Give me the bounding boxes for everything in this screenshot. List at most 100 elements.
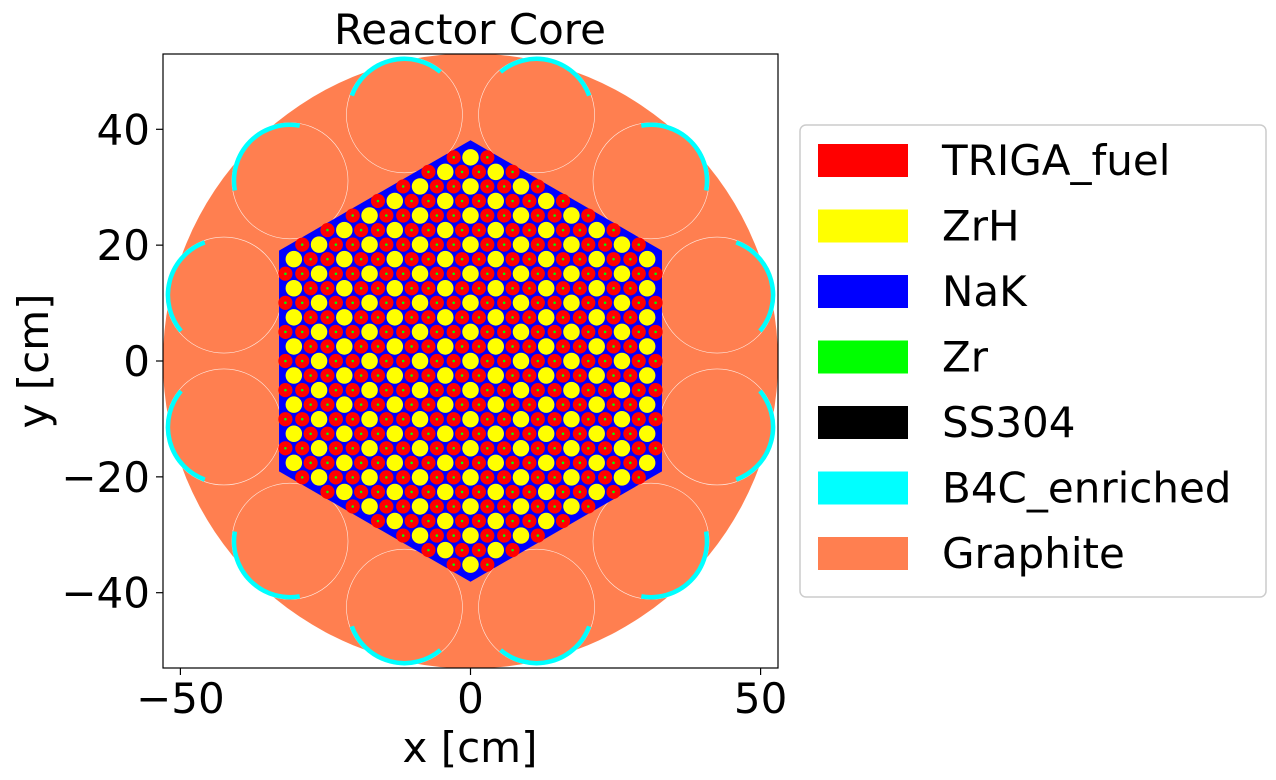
zrh-moderator-pin	[588, 367, 605, 384]
zr-rod	[561, 345, 565, 348]
b4c-absorber-arc	[231, 531, 301, 600]
zr-rod	[410, 286, 413, 290]
zrh-moderator-pin	[563, 323, 580, 341]
zrh-moderator-pin	[512, 410, 530, 428]
zr-rod	[435, 301, 439, 305]
zrh-moderator-pin	[285, 454, 303, 472]
zrh-moderator-pin	[613, 440, 631, 457]
zr-rod	[427, 316, 430, 319]
zr-rod	[612, 257, 615, 261]
zr-rod	[460, 345, 464, 348]
legend-swatch	[818, 144, 908, 177]
zrh-moderator-pin	[411, 469, 429, 486]
zrh-moderator-pin	[285, 367, 303, 384]
zr-rod	[553, 388, 556, 392]
zrh-moderator-pin	[462, 323, 479, 341]
zr-rod	[536, 185, 540, 188]
zrh-moderator-pin	[386, 192, 404, 210]
zrh-moderator-pin	[638, 396, 656, 413]
zrh-moderator-pin	[437, 425, 454, 442]
zrh-moderator-pin	[462, 556, 479, 573]
zr-rod	[511, 228, 514, 232]
zr-rod	[284, 272, 287, 275]
zrh-moderator-pin	[411, 294, 429, 312]
zr-rod	[587, 359, 590, 363]
zr-rod	[284, 301, 287, 305]
zr-rod	[477, 345, 481, 348]
zr-rod	[587, 301, 590, 305]
zrh-moderator-pin	[462, 440, 479, 457]
zr-rod	[561, 199, 565, 203]
zrh-moderator-pin	[537, 483, 555, 501]
zr-rod	[326, 345, 329, 348]
zr-rod	[460, 170, 464, 174]
zr-rod	[284, 330, 287, 334]
zrh-moderator-pin	[462, 178, 479, 195]
zrh-moderator-pin	[613, 352, 631, 370]
zr-rod	[578, 432, 582, 436]
zrh-moderator-pin	[411, 207, 429, 224]
zr-rod	[334, 447, 338, 450]
zrh-moderator-pin	[386, 512, 404, 530]
zr-rod	[486, 505, 489, 508]
zr-rod	[587, 476, 590, 479]
zr-rod	[427, 228, 430, 232]
zr-rod	[284, 417, 287, 421]
zrh-moderator-pin	[537, 338, 555, 355]
zrh-moderator-pin	[588, 221, 605, 239]
zrh-moderator-pin	[361, 440, 378, 457]
zr-rod	[502, 417, 506, 421]
zr-rod	[637, 330, 641, 334]
zr-rod	[452, 417, 455, 421]
zr-rod	[376, 374, 380, 377]
zr-rod	[629, 403, 632, 406]
zrh-moderator-pin	[411, 410, 429, 428]
legend-label: Graphite	[942, 529, 1125, 578]
zr-rod	[528, 432, 531, 436]
x-axis-label: x [cm]	[403, 723, 538, 772]
zr-rod	[603, 272, 607, 275]
zrh-moderator-pin	[487, 541, 504, 559]
legend-swatch	[818, 537, 908, 570]
zr-rod	[427, 461, 430, 465]
zr-rod	[578, 345, 582, 348]
zrh-moderator-pin	[563, 352, 580, 370]
zr-rod	[528, 403, 531, 406]
zr-rod	[536, 417, 540, 421]
zrh-moderator-pin	[588, 338, 605, 355]
zr-rod	[612, 461, 615, 465]
zr-rod	[300, 359, 304, 363]
b4c-absorber-arc	[165, 389, 206, 482]
zr-rod	[452, 447, 455, 450]
zr-rod	[427, 286, 430, 290]
zr-rod	[410, 461, 413, 465]
zr-rod	[528, 490, 531, 494]
zrh-moderator-pin	[563, 410, 580, 428]
zrh-moderator-pin	[512, 440, 530, 457]
zr-rod	[612, 345, 615, 348]
zrh-moderator-pin	[386, 221, 404, 239]
zr-rod	[528, 374, 531, 377]
zr-rod	[435, 330, 439, 334]
zr-rod	[326, 403, 329, 406]
zr-rod	[477, 374, 481, 377]
zrh-moderator-pin	[537, 512, 555, 530]
y-tick-label: 40	[97, 105, 150, 154]
zr-rod	[561, 461, 565, 465]
zr-rod	[376, 316, 380, 319]
zr-rod	[587, 272, 590, 275]
zr-rod	[553, 330, 556, 334]
zrh-moderator-pin	[437, 250, 454, 268]
zr-rod	[553, 359, 556, 363]
zrh-moderator-pin	[487, 396, 504, 413]
zr-rod	[486, 156, 489, 159]
legend-swatch	[818, 406, 908, 439]
zr-rod	[326, 257, 329, 261]
x-axis-ticks: −50 0 50	[136, 668, 787, 723]
zr-rod	[309, 286, 312, 290]
zrh-moderator-pin	[537, 454, 555, 472]
legend-label: SS304	[942, 398, 1076, 447]
zr-rod	[401, 476, 405, 479]
zr-rod	[452, 505, 455, 508]
zr-rod	[511, 403, 514, 406]
